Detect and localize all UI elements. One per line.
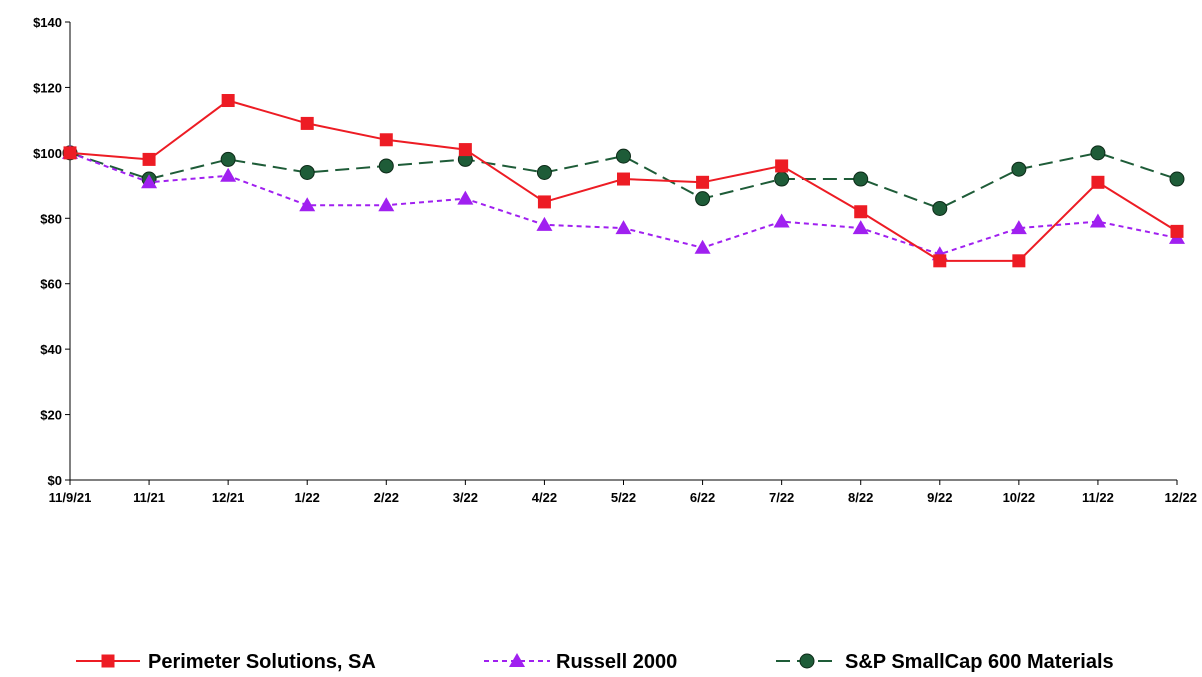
legend-marker [799,653,815,669]
series-line [69,151,1178,210]
data-point [1091,175,1105,189]
data-point [220,167,237,182]
data-point [221,94,235,108]
data-point [141,174,158,189]
x-tick-label: 11/9/21 [49,490,92,505]
data-point [299,197,316,212]
y-tick-label: $80 [40,211,62,226]
data-point [300,116,314,130]
series-triangle [62,144,1185,261]
y-tick-label: $60 [40,277,62,292]
y-tick-label: $40 [40,342,62,357]
data-point [536,216,553,231]
data-point [773,213,790,228]
data-point [536,164,552,180]
data-point [457,190,474,205]
x-tick-label: 5/22 [611,490,636,505]
legend-label: Russell 2000 [556,651,677,672]
series-square [63,94,1184,268]
data-point [694,239,711,254]
y-tick-label: $140 [33,15,62,30]
x-tick-label: 3/22 [453,490,478,505]
data-point [1170,224,1184,238]
data-point [774,171,790,187]
x-tick-label: 11/22 [1082,490,1114,505]
data-point [1012,254,1026,268]
data-point [853,171,869,187]
legend-label: S&P SmallCap 600 Materials [845,651,1114,672]
data-point [378,158,394,174]
data-point [695,191,711,207]
legend-item: Russell 2000 [484,651,677,673]
y-tick-label: $20 [40,408,62,423]
data-point [378,197,395,212]
x-tick-label: 9/22 [927,490,952,505]
data-point [1169,171,1185,187]
data-point [1011,161,1027,177]
data-point [299,164,315,180]
x-tick-label: 12/21 [212,490,245,505]
data-point [616,148,631,164]
x-tick-label: 8/22 [848,490,873,505]
x-tick-label: 1/22 [295,490,320,505]
data-point [933,254,947,268]
x-tick-label: 2/22 [374,490,399,505]
x-tick-label: 12/22 [1164,490,1197,505]
legend-marker [509,653,525,667]
data-point [854,205,868,219]
legend-marker [101,654,115,668]
axes-layer: $0 $20 $40 $60 $80 $100 $120 $140 11/9/21 11/21 12… [33,15,1197,505]
data-point [932,200,948,216]
series-layer [62,94,1185,268]
data-point [1090,145,1106,161]
legend: Perimeter Solutions, SA Russell 2000 S&P S… [76,651,1114,673]
y-tick-label: $0 [48,473,62,488]
data-point [852,220,869,235]
series-line [69,151,1178,256]
data-point [696,175,710,189]
x-tick-label: 7/22 [769,490,794,505]
data-point [379,133,393,147]
x-tick-label: 10/22 [1003,490,1036,505]
legend-item: Perimeter Solutions, SA [76,651,376,673]
x-tick-label: 11/21 [133,490,165,505]
data-point [220,151,236,167]
data-point [458,143,472,157]
data-point [142,152,156,166]
data-point [1089,213,1106,228]
x-tick-label: 4/22 [532,490,557,505]
data-point [63,146,77,160]
data-point [775,159,789,173]
legend-label: Perimeter Solutions, SA [148,651,376,672]
data-point [1010,220,1027,235]
y-tick-label: $100 [33,146,62,161]
data-point [615,220,632,235]
y-tick-label: $120 [33,80,62,95]
data-point [617,172,630,186]
data-point [537,195,551,209]
x-tick-label: 6/22 [690,490,715,505]
legend-item: S&P SmallCap 600 Materials [776,651,1114,673]
